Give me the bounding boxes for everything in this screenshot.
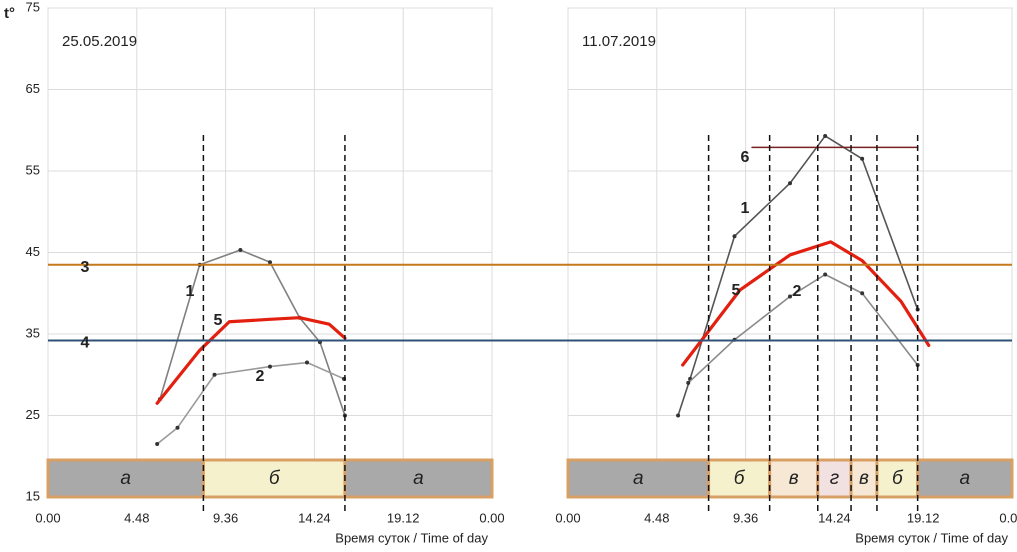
curve-2	[156, 361, 345, 445]
period-label: г	[830, 468, 839, 489]
data-point	[686, 380, 691, 385]
data-point	[175, 425, 180, 430]
x-tick-label: 0.00	[555, 510, 580, 525]
series-label: 1	[186, 283, 195, 300]
period-label: а	[633, 468, 644, 489]
period-segment	[707, 458, 772, 499]
series-label: 2	[793, 283, 802, 300]
x-tick-label: 4.48	[644, 510, 669, 525]
period-label: б	[892, 468, 904, 489]
series-label: 1	[741, 200, 750, 217]
x-tick-label: 0.00	[999, 510, 1017, 525]
period-label: в	[859, 468, 869, 489]
period-label: а	[120, 468, 131, 489]
data-point	[212, 372, 217, 377]
reference-label: 3	[81, 259, 90, 276]
y-tick-label: 55	[26, 162, 40, 177]
period-label: б	[734, 468, 746, 489]
x-tick-label: 9.36	[213, 510, 238, 525]
data-point	[305, 360, 309, 365]
x-tick-label: 14.24	[298, 510, 331, 525]
x-axis-label: Время суток / Time of day	[335, 530, 488, 545]
data-point	[268, 260, 272, 265]
x-axis-label: Время суток / Time of day	[855, 530, 1008, 545]
period-segment	[916, 458, 1014, 499]
y-tick-label: 35	[26, 325, 40, 340]
x-tick-label: 4.48	[124, 510, 149, 525]
period-segment	[768, 458, 820, 499]
data-point	[823, 133, 828, 138]
data-point	[860, 156, 865, 161]
period-label: в	[789, 468, 799, 489]
x-tick-label: 14.24	[818, 510, 851, 525]
series-label: 6	[741, 149, 750, 166]
y-tick-label: 65	[26, 81, 40, 96]
panel-date: 11.07.2019	[582, 33, 656, 50]
data-point	[860, 291, 865, 296]
data-point	[823, 272, 828, 277]
period-label: б	[269, 468, 281, 489]
data-point	[788, 181, 792, 186]
x-tick-label: 19.12	[387, 510, 420, 525]
period-label: а	[413, 468, 424, 489]
x-tick-label: 19.12	[907, 510, 940, 525]
data-point	[676, 413, 681, 418]
period-segment	[875, 458, 920, 499]
y-tick-label: 75	[26, 0, 40, 14]
panel-date: 25.05.2019	[62, 33, 137, 50]
data-point	[238, 248, 243, 253]
curve-5	[155, 316, 347, 405]
curve-2	[687, 273, 919, 384]
y-tick-label: 45	[26, 244, 40, 259]
data-point	[915, 362, 920, 367]
data-point	[788, 294, 792, 299]
data-point	[732, 234, 737, 239]
curve-5	[681, 240, 931, 367]
y-axis-label: t°	[4, 5, 15, 22]
y-tick-label: 25	[26, 407, 40, 422]
data-point	[268, 364, 272, 369]
data-point	[155, 442, 160, 447]
period-segment	[343, 458, 494, 499]
reference-label: 4	[81, 335, 90, 352]
series-label: 5	[732, 282, 741, 299]
series-label: 2	[256, 368, 265, 385]
x-tick-label: 0.00	[35, 510, 60, 525]
series-label: 5	[214, 312, 223, 329]
x-tick-label: 0.00	[479, 510, 504, 525]
x-tick-label: 9.36	[733, 510, 758, 525]
y-tick-label: 15	[26, 488, 40, 503]
period-segment	[46, 458, 205, 499]
period-label: а	[960, 468, 971, 489]
